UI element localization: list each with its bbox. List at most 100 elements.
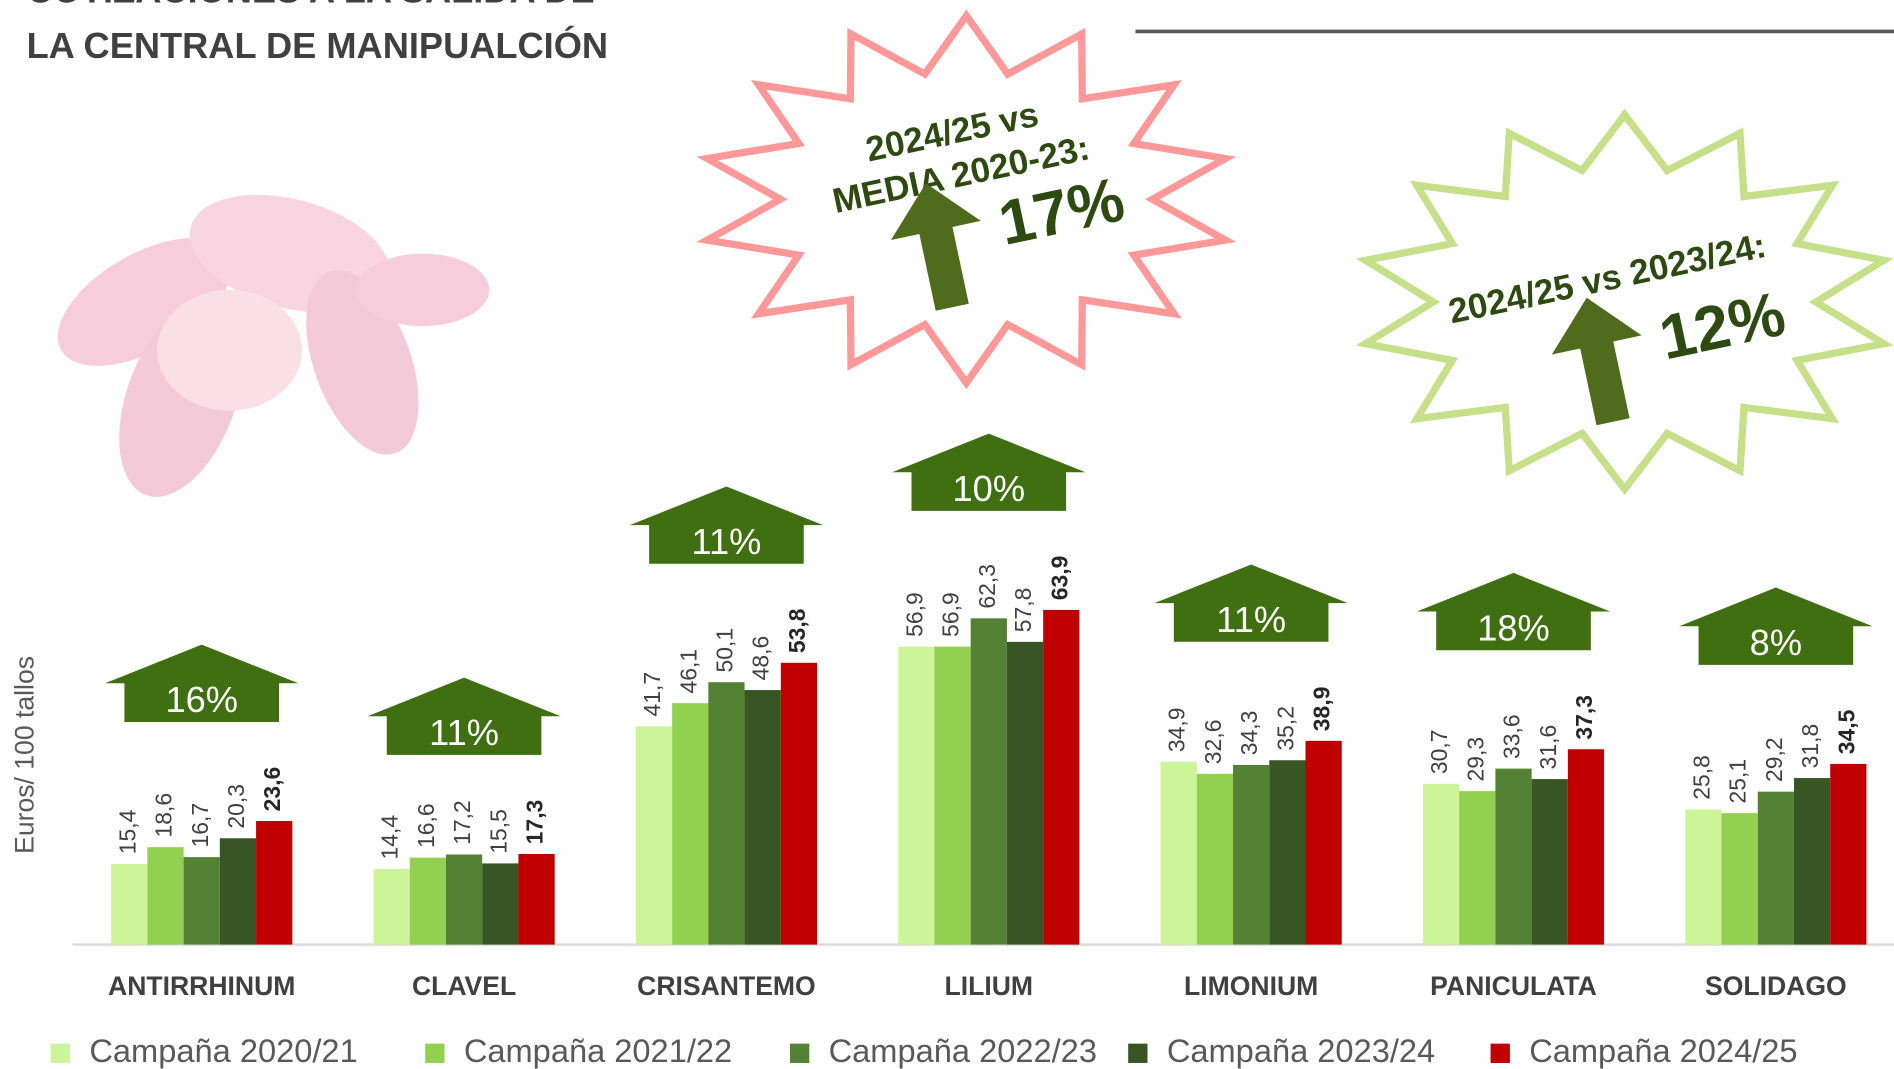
bar — [1531, 779, 1568, 945]
bar — [898, 646, 935, 945]
bar — [1757, 791, 1794, 945]
x-tick-label: LILIUM — [945, 971, 1034, 1001]
x-tick-label: ANTIRRHINUM — [108, 971, 295, 1001]
value-label: 20,3 — [223, 784, 249, 829]
bar — [518, 853, 555, 945]
value-label: 15,4 — [114, 809, 140, 854]
value-label: 46,1 — [675, 649, 701, 694]
bar — [256, 820, 293, 945]
bar — [409, 857, 446, 945]
increase-arrow — [367, 677, 561, 755]
bar — [1495, 768, 1532, 945]
value-label: 32,6 — [1200, 720, 1226, 765]
bar — [1160, 761, 1197, 945]
increase-arrow — [1416, 572, 1611, 651]
legend-swatch — [425, 1043, 445, 1063]
value-label: 16,7 — [187, 803, 213, 848]
value-label: 56,9 — [901, 592, 927, 637]
bar — [111, 863, 148, 945]
value-label: 17,3 — [522, 800, 548, 845]
value-label: 25,8 — [1688, 755, 1714, 800]
x-tick-label: CLAVEL — [412, 971, 516, 1001]
legend-swatch — [1490, 1043, 1510, 1063]
value-label: 62,3 — [974, 564, 1000, 609]
value-label: 18,6 — [151, 793, 177, 838]
bar — [445, 854, 483, 945]
starburst — [696, 9, 1237, 390]
increase-label: 8% — [1750, 622, 1802, 663]
legend-label: Campaña 2022/23 — [829, 1032, 1097, 1069]
value-label: 63,9 — [1046, 556, 1072, 601]
bar — [1043, 609, 1080, 945]
bar — [1196, 773, 1234, 945]
value-label: 37,3 — [1571, 695, 1597, 740]
value-label: 25,1 — [1725, 759, 1751, 804]
bar — [1269, 760, 1306, 945]
increase-label: 11% — [429, 712, 499, 753]
increase-label: 18% — [1477, 607, 1550, 648]
value-label: 57,8 — [1010, 588, 1036, 633]
bar — [1793, 778, 1831, 945]
bar — [1459, 791, 1496, 945]
y-axis-label: Euros/ 100 tallos — [10, 656, 40, 854]
legend-label: Campaña 2024/25 — [1529, 1032, 1797, 1069]
legend-swatch — [1128, 1043, 1148, 1063]
value-label: 31,8 — [1797, 724, 1823, 769]
title-line: COTIZACIONES A LA SALIDA DE — [27, 0, 595, 10]
value-label: 29,2 — [1761, 737, 1787, 782]
bar — [373, 869, 410, 945]
value-label: 50,1 — [711, 628, 737, 673]
x-tick-label: PANICULATA — [1430, 971, 1597, 1001]
bar — [1006, 641, 1044, 945]
x-tick-label: SOLIDAGO — [1705, 971, 1847, 1001]
bar — [934, 646, 971, 945]
legend-swatch — [50, 1043, 71, 1063]
x-tick-label: LIMONIUM — [1184, 971, 1318, 1001]
value-label: 29,3 — [1462, 737, 1488, 782]
bar — [635, 726, 673, 945]
increase-arrow — [1154, 564, 1348, 642]
bar — [1233, 764, 1270, 945]
flower-image — [57, 194, 490, 497]
bar — [147, 847, 184, 945]
value-label: 23,6 — [259, 767, 285, 812]
bar — [744, 690, 781, 945]
value-label: 31,6 — [1535, 725, 1561, 770]
value-label: 34,3 — [1236, 711, 1262, 756]
bar — [482, 863, 519, 945]
bar — [219, 838, 257, 945]
bar — [1422, 783, 1460, 945]
legend-label: Campaña 2021/22 — [464, 1032, 732, 1069]
bar — [780, 662, 818, 945]
increase-label: 10% — [953, 468, 1026, 509]
title-line: LA CENTRAL DE MANIPUALCIÓN — [27, 24, 609, 66]
bar — [183, 857, 220, 945]
bar — [1567, 749, 1605, 945]
value-label: 53,8 — [784, 608, 810, 653]
value-label: 34,5 — [1833, 709, 1859, 754]
value-label: 48,6 — [748, 636, 774, 681]
bar — [1721, 813, 1758, 945]
starburst — [1355, 108, 1894, 496]
value-label: 35,2 — [1272, 706, 1298, 751]
bar — [708, 682, 745, 945]
value-label: 41,7 — [639, 672, 665, 717]
bar — [1305, 740, 1342, 945]
legend-label: Campaña 2020/21 — [89, 1032, 357, 1069]
legend-label: Campaña 2023/24 — [1167, 1032, 1435, 1069]
starburst-arrow — [891, 183, 981, 311]
value-label: 33,6 — [1499, 714, 1525, 759]
bar — [1685, 809, 1722, 945]
value-label: 56,9 — [938, 592, 964, 637]
title: COTIZACIONES A LA SALIDA DE LA CENTRAL D… — [27, 0, 609, 66]
starburst-arrow — [1551, 297, 1642, 426]
bar — [672, 703, 709, 945]
increase-arrow — [1679, 587, 1873, 665]
value-label: 14,4 — [377, 815, 403, 860]
value-label: 38,9 — [1309, 687, 1335, 732]
value-label: 34,9 — [1164, 707, 1190, 752]
bar — [970, 618, 1007, 945]
value-label: 30,7 — [1426, 729, 1452, 774]
